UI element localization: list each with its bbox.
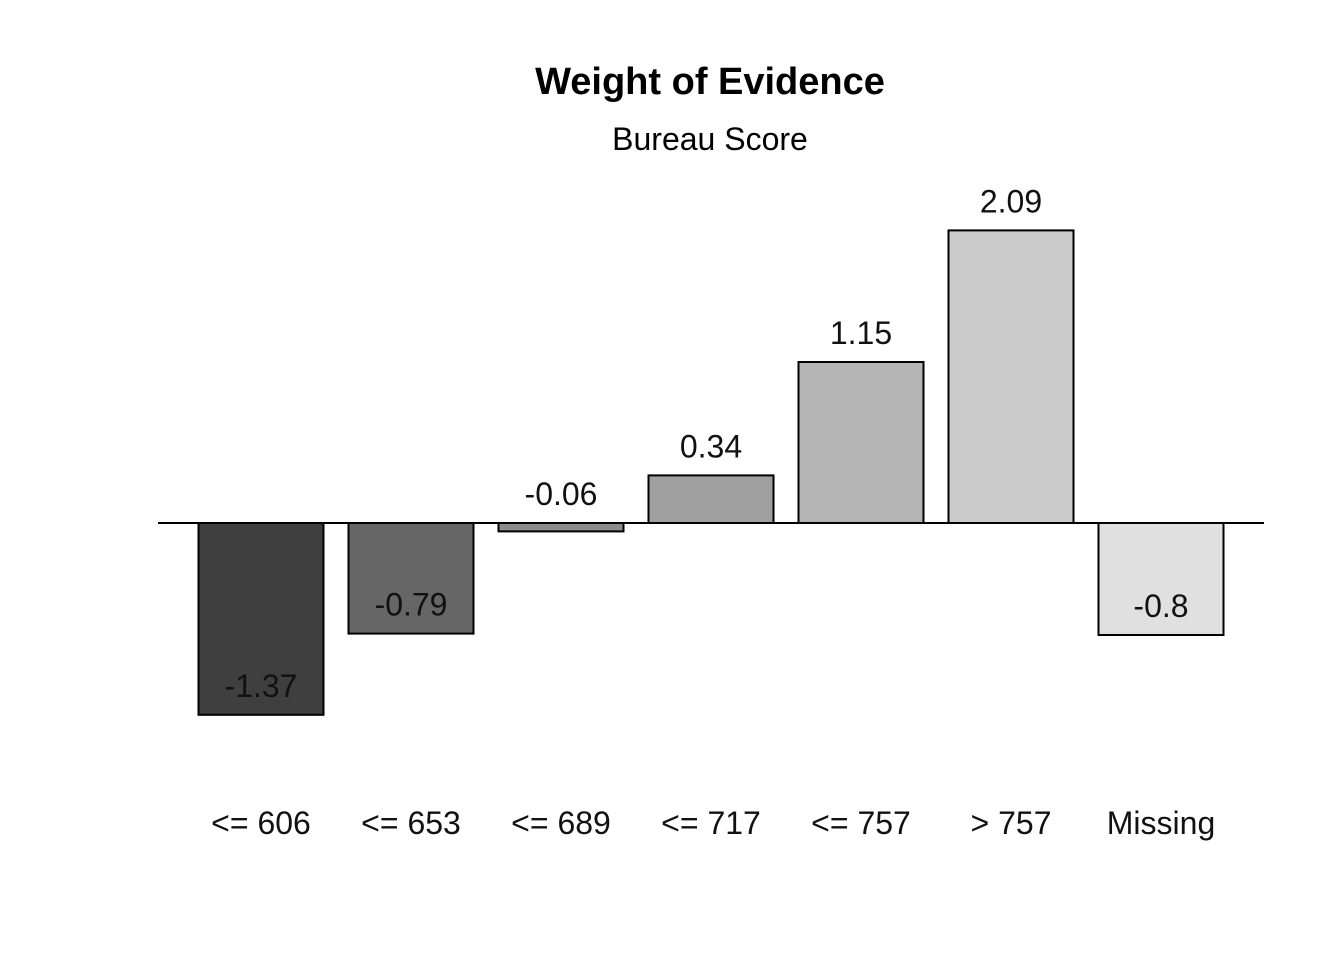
bar-4 — [797, 361, 925, 524]
bar-1 — [347, 522, 475, 635]
category-label-0: <= 606 — [211, 805, 311, 841]
category-label-6: Missing — [1107, 805, 1215, 841]
category-label-4: <= 757 — [811, 805, 911, 841]
bar-3 — [647, 474, 775, 524]
category-label-1: <= 653 — [361, 805, 461, 841]
value-label-6: -0.8 — [1133, 588, 1188, 624]
category-label-2: <= 689 — [511, 805, 611, 841]
value-labels-layer: -1.37 -0.79 -0.06 0.34 1.15 2.09 -0.8 — [225, 183, 1189, 703]
chart-title: Weight of Evidence — [535, 61, 885, 103]
category-labels-layer: <= 606 <= 653 <= 689 <= 717 <= 757 > 757 Missi… — [211, 805, 1215, 841]
chart-subtitle: Bureau Score — [612, 121, 808, 157]
bar-0 — [197, 522, 325, 716]
value-label-4: 1.15 — [830, 315, 892, 351]
bar-5 — [947, 229, 1075, 524]
category-label-3: <= 717 — [661, 805, 761, 841]
value-label-0: -1.37 — [225, 668, 298, 704]
value-label-2: -0.06 — [525, 476, 598, 512]
value-label-1: -0.79 — [375, 587, 448, 623]
value-label-3: 0.34 — [680, 428, 742, 464]
bar-2 — [497, 522, 625, 533]
bars-layer — [197, 229, 1225, 716]
value-label-5: 2.09 — [980, 183, 1042, 219]
category-label-5: > 757 — [971, 805, 1052, 841]
